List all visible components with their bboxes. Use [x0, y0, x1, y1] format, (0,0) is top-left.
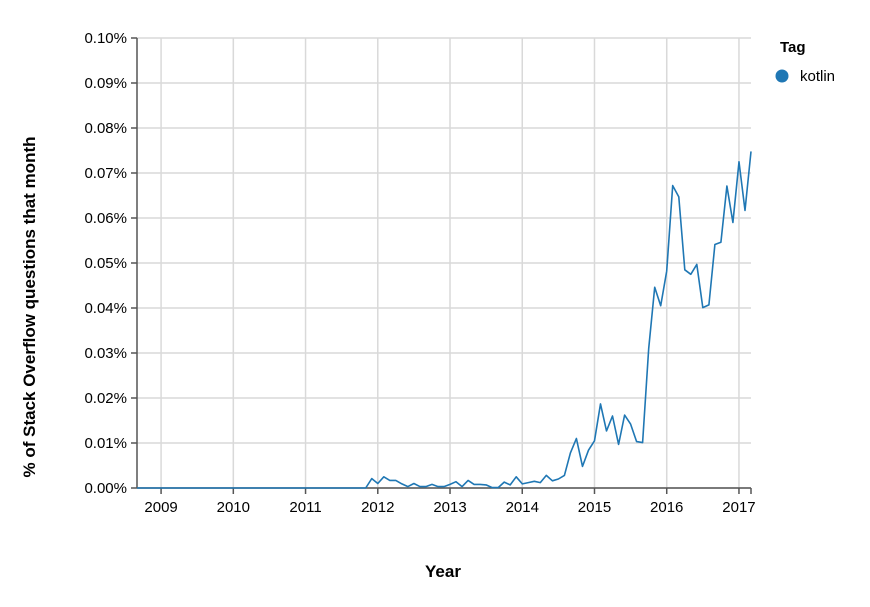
x-axis-title: Year [425, 562, 461, 581]
grid-lines [137, 37, 751, 489]
y-tick-label: 0.00% [84, 480, 127, 497]
x-tick-label: 2011 [289, 499, 321, 516]
y-tick-label: 0.03% [84, 345, 127, 362]
y-tick-label: 0.09% [84, 75, 127, 92]
x-tick-label: 2010 [217, 499, 250, 516]
x-axis-ticks: 2009 2010 2011 2012 2013 2014 2015 2016 2017 [144, 488, 756, 516]
y-tick-label: 0.04% [84, 300, 127, 317]
legend-label-kotlin: kotlin [800, 68, 835, 85]
series-line-kotlin[interactable] [137, 151, 752, 489]
legend: Tag kotlin [775, 39, 835, 85]
y-tick-label: 0.01% [84, 435, 127, 452]
y-axis-title: % of Stack Overflow questions that month [20, 137, 39, 478]
legend-swatch-kotlin[interactable] [775, 69, 789, 83]
y-tick-label: 0.06% [84, 210, 127, 227]
x-tick-label: 2012 [361, 499, 394, 516]
y-tick-label: 0.08% [84, 120, 127, 137]
y-tick-label: 0.07% [84, 165, 127, 182]
legend-title: Tag [780, 39, 806, 56]
x-tick-label: 2015 [578, 499, 611, 516]
y-tick-label: 0.10% [84, 30, 127, 47]
y-axis-ticks: 0.00% 0.01% 0.02% 0.03% 0.04% 0.05% 0.06% 0.07%… [84, 30, 137, 497]
x-tick-label: 2014 [506, 499, 539, 516]
x-tick-label: 2013 [433, 499, 466, 516]
axes [136, 38, 752, 494]
x-tick-label: 2017 [722, 499, 755, 516]
series-layer [137, 151, 752, 489]
x-tick-label: 2016 [650, 499, 683, 516]
y-tick-label: 0.05% [84, 255, 127, 272]
x-tick-label: 2009 [144, 499, 177, 516]
y-tick-label: 0.02% [84, 390, 127, 407]
